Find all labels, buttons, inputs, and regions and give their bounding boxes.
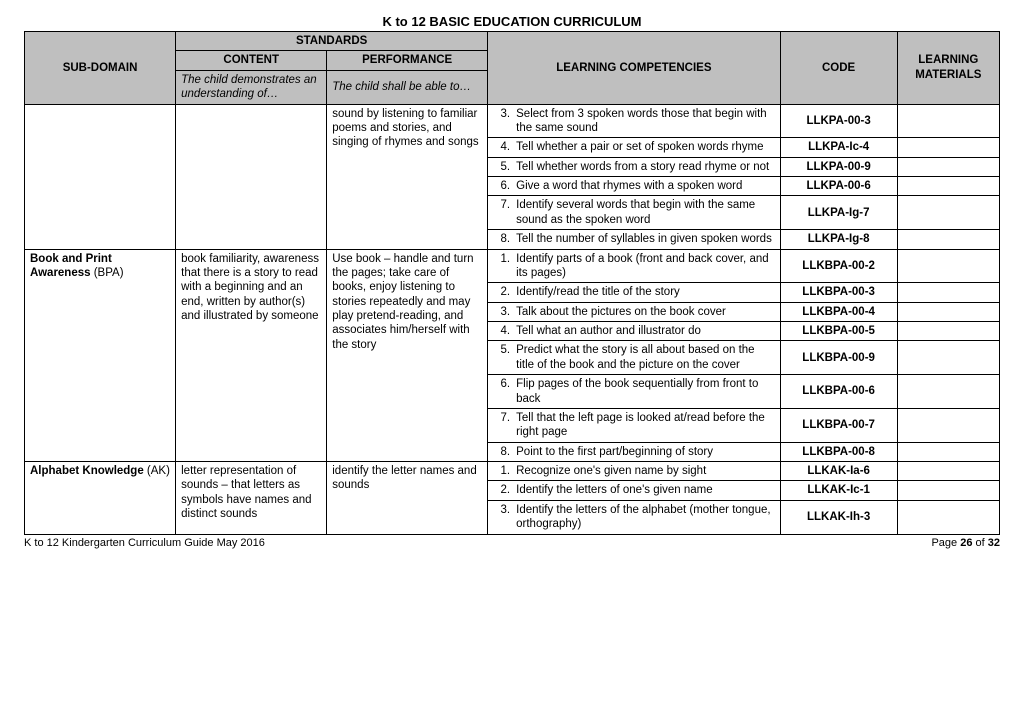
th-subdomain: SUB-DOMAIN — [25, 32, 176, 105]
performance-cell: sound by listening to familiar poems and… — [327, 104, 488, 249]
code-cell: LLKPA-00-9 — [780, 157, 897, 176]
footer-left: K to 12 Kindergarten Curriculum Guide Ma… — [24, 537, 265, 549]
code-cell: LLKAK-Ia-6 — [780, 462, 897, 481]
code-cell: LLKPA-00-3 — [780, 104, 897, 138]
content-cell: book familiarity, awareness that there i… — [176, 249, 327, 462]
lm-cell — [897, 177, 999, 196]
performance-cell: Use book – handle and turn the pages; ta… — [327, 249, 488, 462]
lm-cell — [897, 481, 999, 500]
subdomain-cell: Book and Print Awareness (BPA) — [25, 249, 176, 462]
code-cell: LLKBPA-00-7 — [780, 408, 897, 442]
content-cell: letter representation of sounds – that l… — [176, 462, 327, 535]
lc-cell: 3.Identify the letters of the alphabet (… — [488, 500, 781, 534]
lc-cell: 5.Tell whether words from a story read r… — [488, 157, 781, 176]
code-cell: LLKBPA-00-9 — [780, 341, 897, 375]
content-cell — [176, 104, 327, 249]
lm-cell — [897, 500, 999, 534]
performance-cell: identify the letter names and sounds — [327, 462, 488, 535]
th-code: CODE — [780, 32, 897, 105]
lc-cell: 4.Tell whether a pair or set of spoken w… — [488, 138, 781, 157]
lc-cell: 7.Identify several words that begin with… — [488, 196, 781, 230]
lc-cell: 7.Tell that the left page is looked at/r… — [488, 408, 781, 442]
code-cell: LLKBPA-00-5 — [780, 322, 897, 341]
lc-cell: 3.Talk about the pictures on the book co… — [488, 302, 781, 321]
lc-cell: 8.Point to the first part/beginning of s… — [488, 442, 781, 461]
subdomain-cell: Alphabet Knowledge (AK) — [25, 462, 176, 535]
lc-cell: 2.Identify/read the title of the story — [488, 283, 781, 302]
lc-cell: 1.Identify parts of a book (front and ba… — [488, 249, 781, 283]
lm-cell — [897, 138, 999, 157]
lc-cell: 8.Tell the number of syllables in given … — [488, 230, 781, 249]
lm-cell — [897, 302, 999, 321]
th-performance-sub: The child shall be able to… — [327, 70, 488, 104]
code-cell: LLKPA-Ig-7 — [780, 196, 897, 230]
lm-cell — [897, 230, 999, 249]
th-content: CONTENT — [176, 51, 327, 70]
curriculum-table: SUB-DOMAIN STANDARDS LEARNING COMPETENCI… — [24, 31, 1000, 535]
th-content-sub: The child demonstrates an understanding … — [176, 70, 327, 104]
lm-cell — [897, 375, 999, 409]
code-cell: LLKAK-Ih-3 — [780, 500, 897, 534]
lm-cell — [897, 157, 999, 176]
footer-page: Page 26 of 32 — [931, 537, 1000, 549]
lc-cell: 1.Recognize one's given name by sight — [488, 462, 781, 481]
code-cell: LLKBPA-00-6 — [780, 375, 897, 409]
lc-cell: 5.Predict what the story is all about ba… — [488, 341, 781, 375]
code-cell: LLKAK-Ic-1 — [780, 481, 897, 500]
lm-cell — [897, 408, 999, 442]
code-cell: LLKPA-Ig-8 — [780, 230, 897, 249]
th-performance: PERFORMANCE — [327, 51, 488, 70]
lm-cell — [897, 442, 999, 461]
code-cell: LLKBPA-00-8 — [780, 442, 897, 461]
lm-cell — [897, 283, 999, 302]
code-cell: LLKBPA-00-3 — [780, 283, 897, 302]
th-lc: LEARNING COMPETENCIES — [488, 32, 781, 105]
code-cell: LLKPA-00-6 — [780, 177, 897, 196]
lc-cell: 6.Flip pages of the book sequentially fr… — [488, 375, 781, 409]
th-standards: STANDARDS — [176, 32, 488, 51]
lc-cell: 2.Identify the letters of one's given na… — [488, 481, 781, 500]
lc-cell: 4.Tell what an author and illustrator do — [488, 322, 781, 341]
lm-cell — [897, 322, 999, 341]
subdomain-cell — [25, 104, 176, 249]
code-cell: LLKPA-Ic-4 — [780, 138, 897, 157]
lc-cell: 3.Select from 3 spoken words those that … — [488, 104, 781, 138]
lm-cell — [897, 196, 999, 230]
lm-cell — [897, 462, 999, 481]
lm-cell — [897, 104, 999, 138]
code-cell: LLKBPA-00-2 — [780, 249, 897, 283]
lc-cell: 6.Give a word that rhymes with a spoken … — [488, 177, 781, 196]
code-cell: LLKBPA-00-4 — [780, 302, 897, 321]
page-title: K to 12 BASIC EDUCATION CURRICULUM — [24, 14, 1000, 29]
page-footer: K to 12 Kindergarten Curriculum Guide Ma… — [24, 537, 1000, 549]
lm-cell — [897, 341, 999, 375]
th-lm: LEARNING MATERIALS — [897, 32, 999, 105]
lm-cell — [897, 249, 999, 283]
